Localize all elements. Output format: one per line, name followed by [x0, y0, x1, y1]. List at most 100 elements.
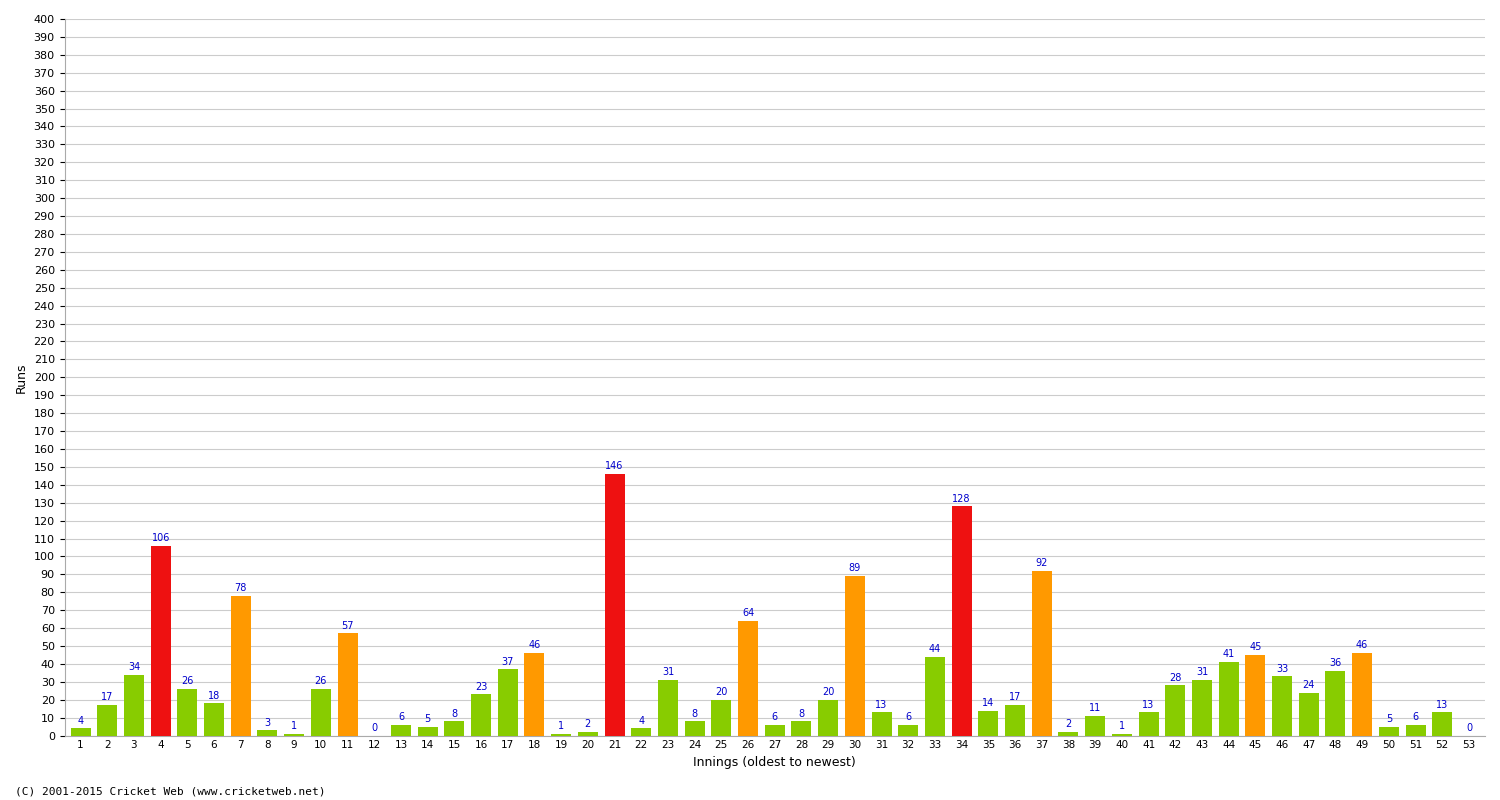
Text: 8: 8 [452, 709, 458, 718]
Bar [898, 725, 918, 735]
Text: 128: 128 [952, 494, 970, 503]
Text: 23: 23 [476, 682, 488, 692]
Bar [792, 722, 812, 735]
Bar [471, 694, 490, 735]
Bar [926, 657, 945, 735]
Text: 26: 26 [315, 676, 327, 686]
Text: 57: 57 [342, 621, 354, 630]
Bar [711, 700, 732, 735]
Text: 92: 92 [1035, 558, 1048, 568]
Bar [417, 726, 438, 735]
Bar [1245, 655, 1266, 735]
Text: 41: 41 [1222, 650, 1234, 659]
Bar [1032, 570, 1052, 735]
Text: 36: 36 [1329, 658, 1341, 669]
Bar [578, 732, 598, 735]
Bar [258, 730, 278, 735]
Bar [444, 722, 465, 735]
Text: 89: 89 [849, 563, 861, 574]
Text: 6: 6 [1413, 712, 1419, 722]
Text: 20: 20 [822, 687, 834, 697]
Text: 0: 0 [1466, 723, 1472, 733]
Bar [284, 734, 304, 735]
Text: 20: 20 [716, 687, 728, 697]
Bar [231, 596, 251, 735]
Bar [1218, 662, 1239, 735]
Bar [1326, 671, 1346, 735]
Text: 24: 24 [1302, 680, 1316, 690]
Text: 106: 106 [152, 533, 170, 543]
Text: 37: 37 [501, 657, 515, 666]
Text: 6: 6 [771, 712, 778, 722]
Text: 3: 3 [264, 718, 270, 727]
Text: 11: 11 [1089, 703, 1101, 713]
Text: 78: 78 [234, 583, 248, 593]
Text: 8: 8 [798, 709, 804, 718]
Text: 13: 13 [876, 700, 888, 710]
Text: 4: 4 [638, 716, 645, 726]
Text: 45: 45 [1250, 642, 1262, 652]
Text: 13: 13 [1143, 700, 1155, 710]
Bar [204, 703, 224, 735]
Bar [310, 689, 332, 735]
Bar [951, 506, 972, 735]
Text: 8: 8 [692, 709, 698, 718]
Bar [177, 689, 198, 735]
Text: 26: 26 [182, 676, 194, 686]
Text: 17: 17 [100, 693, 114, 702]
Bar [765, 725, 784, 735]
Text: 31: 31 [1196, 667, 1208, 678]
Text: 44: 44 [928, 644, 940, 654]
Text: 64: 64 [742, 608, 754, 618]
Bar [150, 546, 171, 735]
Bar [1378, 726, 1400, 735]
Text: 1: 1 [558, 721, 564, 731]
Bar [1112, 734, 1132, 735]
Text: 33: 33 [1276, 664, 1288, 674]
X-axis label: Innings (oldest to newest): Innings (oldest to newest) [693, 756, 856, 769]
Y-axis label: Runs: Runs [15, 362, 28, 393]
Text: 17: 17 [1010, 693, 1022, 702]
Text: 5: 5 [424, 714, 430, 724]
Bar [392, 725, 411, 735]
Bar [738, 621, 758, 735]
Bar [525, 653, 544, 735]
Bar [871, 712, 891, 735]
Bar [1084, 716, 1106, 735]
Text: 5: 5 [1386, 714, 1392, 724]
Text: 6: 6 [398, 712, 404, 722]
Bar [844, 576, 865, 735]
Bar [1166, 686, 1185, 735]
Bar [338, 634, 357, 735]
Bar [684, 722, 705, 735]
Bar [604, 474, 624, 735]
Text: 2: 2 [585, 719, 591, 730]
Text: 14: 14 [982, 698, 994, 708]
Text: 46: 46 [1356, 641, 1368, 650]
Text: 34: 34 [128, 662, 140, 672]
Bar [498, 670, 517, 735]
Bar [1406, 725, 1425, 735]
Bar [1192, 680, 1212, 735]
Bar [978, 710, 999, 735]
Text: 46: 46 [528, 641, 540, 650]
Text: 146: 146 [606, 462, 624, 471]
Text: (C) 2001-2015 Cricket Web (www.cricketweb.net): (C) 2001-2015 Cricket Web (www.cricketwe… [15, 786, 326, 796]
Text: 0: 0 [370, 723, 378, 733]
Text: 6: 6 [904, 712, 912, 722]
Bar [818, 700, 839, 735]
Text: 2: 2 [1065, 719, 1071, 730]
Bar [658, 680, 678, 735]
Bar [1138, 712, 1158, 735]
Bar [70, 729, 90, 735]
Bar [550, 734, 572, 735]
Text: 18: 18 [209, 690, 220, 701]
Text: 1: 1 [291, 721, 297, 731]
Text: 1: 1 [1119, 721, 1125, 731]
Bar [1432, 712, 1452, 735]
Bar [1272, 677, 1292, 735]
Bar [1059, 732, 1078, 735]
Text: 31: 31 [662, 667, 674, 678]
Bar [1352, 653, 1372, 735]
Bar [124, 674, 144, 735]
